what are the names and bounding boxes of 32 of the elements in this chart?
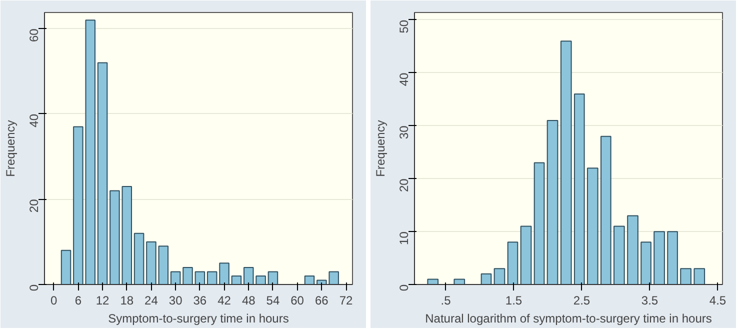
x-tick-label: 48 <box>242 294 256 308</box>
y-tick-label: 10 <box>397 231 411 245</box>
x-tick-label: 30 <box>168 294 183 308</box>
y-axis-title: Frequency <box>4 120 18 177</box>
y-tick-label: 40 <box>397 72 411 86</box>
x-tick-label: 66 <box>314 294 329 308</box>
y-tick-label: 20 <box>27 198 41 213</box>
x-tick-label: 6 <box>74 294 82 308</box>
y-tick-label: 20 <box>397 178 411 192</box>
y-axis-title: Frequency <box>374 120 388 177</box>
y-tick-label: 0 <box>27 284 41 292</box>
x-tick-label: .5 <box>440 294 452 308</box>
x-tick-label: 3.5 <box>641 294 658 308</box>
x-tick-label: 60 <box>290 294 304 308</box>
y-tick-label: 0 <box>397 284 411 292</box>
x-axis-title: Symptom-to-surgery time in hours <box>108 312 289 326</box>
x-tick-label: 54 <box>266 294 280 308</box>
x-tick-label: 4.5 <box>709 294 726 308</box>
x-tick-label: 1.5 <box>505 294 522 308</box>
x-tick-label: 24 <box>144 294 158 308</box>
x-axis-title: Natural logarithm of symptom-to-surgery time in hours <box>425 312 712 326</box>
y-tick-label: 50 <box>397 20 411 34</box>
y-tick-label: 60 <box>27 28 41 42</box>
y-tick-label: 40 <box>27 114 41 128</box>
x-tick-label: 42 <box>218 294 232 308</box>
x-tick-label: 12 <box>96 294 110 308</box>
y-tick-label: 30 <box>397 125 411 140</box>
x-tick-label: 18 <box>120 294 134 308</box>
x-tick-label: 36 <box>193 294 207 308</box>
x-tick-label: 72 <box>339 294 354 308</box>
x-tick-label: 0 <box>50 294 58 308</box>
x-tick-label: 2.5 <box>573 294 590 308</box>
